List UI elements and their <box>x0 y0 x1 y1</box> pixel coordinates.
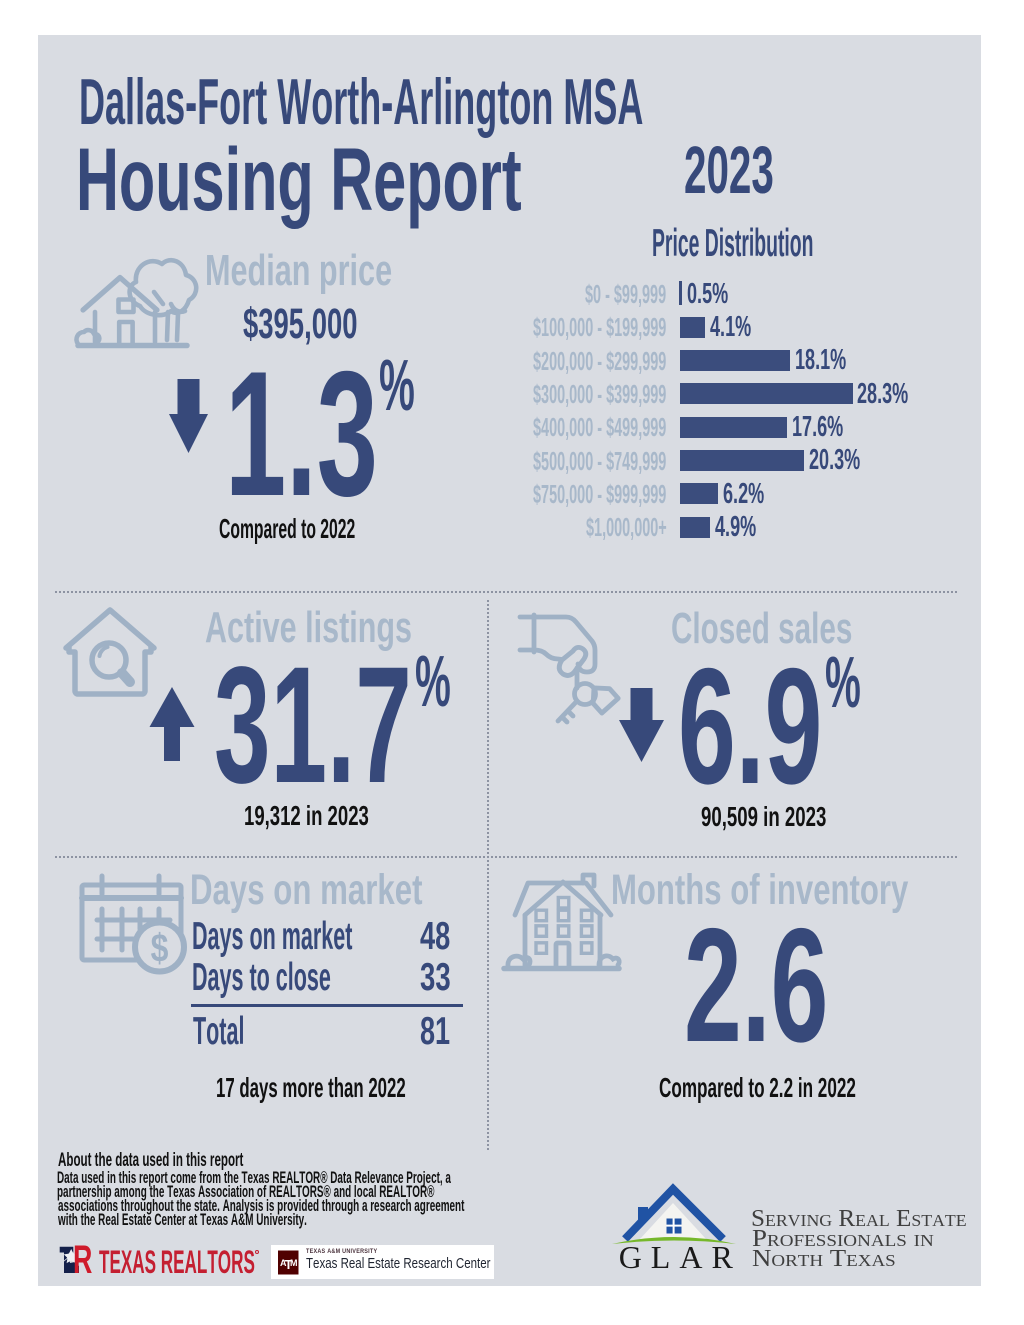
svg-text:A: A <box>280 1258 287 1268</box>
svg-text:$: $ <box>151 925 169 970</box>
svg-text:M: M <box>290 1258 298 1268</box>
svg-text:T: T <box>285 1257 293 1272</box>
